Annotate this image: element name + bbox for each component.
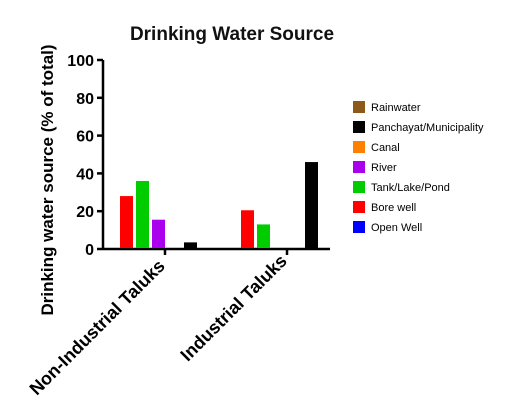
y-tick-label: 0	[85, 242, 94, 259]
legend-swatch	[353, 221, 365, 233]
legend-swatch	[353, 121, 365, 133]
bar	[305, 162, 318, 248]
legend: Rainwater Panchayat/Municipality Canal Rive…	[353, 101, 484, 234]
legend-label: Tank/Lake/Pond	[371, 182, 450, 194]
legend-label: Bore well	[371, 202, 416, 214]
chart-title: Drinking Water Source	[130, 24, 334, 45]
legend-label: Open Well	[371, 222, 422, 234]
bar	[120, 196, 133, 248]
legend-swatch	[353, 161, 365, 173]
y-tick-label: 80	[76, 91, 94, 108]
legend-swatch	[353, 201, 365, 213]
bars	[120, 162, 318, 248]
y-tick-label: 100	[67, 53, 94, 70]
legend-swatch	[353, 101, 365, 113]
bar	[257, 224, 270, 248]
legend-label: River	[371, 162, 397, 174]
legend-swatch	[353, 141, 365, 153]
bar	[152, 219, 165, 248]
y-tick-label: 60	[76, 129, 94, 146]
bar	[136, 180, 149, 248]
legend-label: Panchayat/Municipality	[371, 122, 484, 134]
legend-label: Rainwater	[371, 102, 421, 114]
bar	[241, 210, 254, 248]
y-axis-label: Drinking water source (% of total)	[38, 44, 57, 315]
legend-swatch	[353, 181, 365, 193]
legend-label: Canal	[371, 142, 400, 154]
y-tick-label: 40	[76, 166, 94, 183]
y-tick-label: 20	[76, 204, 94, 221]
category-label: Industrial Taluks	[176, 251, 290, 365]
bar	[184, 242, 197, 248]
